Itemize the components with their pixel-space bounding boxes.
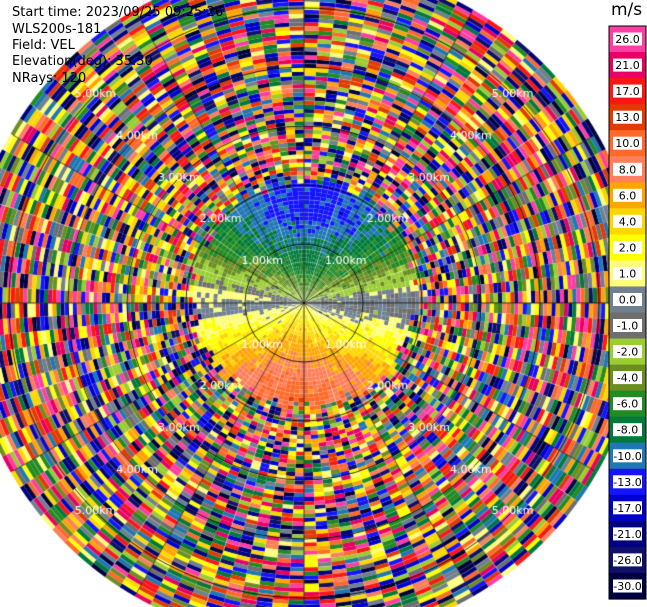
colorbar-tick-bg bbox=[613, 345, 642, 359]
colorbar-tick-label: 1.0 bbox=[619, 267, 637, 280]
colorbar-tick-bg bbox=[613, 371, 642, 385]
colorbar-tick-label: 17.0 bbox=[615, 85, 640, 98]
colorbar-tick-label: 13.0 bbox=[615, 111, 640, 124]
colorbar-tick-bg bbox=[613, 32, 642, 46]
colorbar-tick-bg bbox=[613, 110, 642, 124]
colorbar-tick-bg bbox=[613, 553, 642, 567]
colorbar-frame bbox=[608, 25, 647, 600]
colorbar-tick-label: 26.0 bbox=[615, 33, 640, 46]
colorbar-tick-label: 4.0 bbox=[619, 215, 637, 228]
start-time-label: Start time: 2023/09/25 09:25:26 bbox=[12, 5, 224, 20]
colorbar-tick-label: -1.0 bbox=[617, 320, 638, 333]
colorbar-tick-label: -30.0 bbox=[613, 580, 641, 593]
colorbar-tick-label: 2.0 bbox=[619, 241, 637, 254]
colorbar-tick-bg bbox=[613, 240, 642, 254]
colorbar-tick-label: 8.0 bbox=[619, 163, 637, 176]
colorbar-tick-label: -4.0 bbox=[617, 372, 638, 385]
colorbar-tick-label: -26.0 bbox=[613, 554, 641, 567]
colorbar-tick-label: 10.0 bbox=[615, 137, 640, 150]
colorbar-unit: m/s bbox=[611, 0, 643, 20]
nrays-label: NRays: 120 bbox=[12, 71, 87, 86]
colorbar-tick-label: 6.0 bbox=[619, 189, 637, 202]
colorbar-tick-label: 21.0 bbox=[615, 59, 640, 72]
instrument-label: WLS200s-181 bbox=[12, 22, 102, 37]
colorbar-tick-bg bbox=[613, 527, 642, 541]
colorbar-tick-label: -13.0 bbox=[613, 476, 641, 489]
elevation-label: Elevation(deg): 35.30 bbox=[12, 54, 153, 69]
colorbar-tick-bg bbox=[613, 397, 642, 411]
colorbar-tick-bg bbox=[613, 319, 642, 332]
colorbar-tick-bg bbox=[613, 423, 642, 437]
colorbar-tick-label: -2.0 bbox=[617, 346, 638, 359]
colorbar-tick-label: -6.0 bbox=[617, 398, 638, 411]
colorbar-tick-bg bbox=[613, 136, 642, 150]
colorbar-tick-label: 0.0 bbox=[619, 294, 637, 307]
colorbar-tick-label: -8.0 bbox=[617, 424, 638, 437]
colorbar-tick-bg bbox=[613, 449, 642, 463]
colorbar-tick-bg bbox=[613, 188, 642, 202]
colorbar-tick-label: -10.0 bbox=[613, 450, 641, 463]
colorbar-tick-bg bbox=[613, 579, 642, 593]
colorbar-tick-label: -21.0 bbox=[613, 528, 641, 541]
colorbar-tick-bg bbox=[613, 214, 642, 228]
colorbar-tick-bg bbox=[613, 266, 642, 280]
colorbar-tick-bg bbox=[613, 475, 642, 489]
colorbar-tick-bg bbox=[613, 58, 642, 72]
colorbar-tick-bg bbox=[613, 162, 642, 176]
colorbar-tick-bg bbox=[613, 501, 642, 515]
colorbar-tick-bg bbox=[613, 293, 642, 306]
field-label: Field: VEL bbox=[12, 38, 75, 53]
colorbar-tick-bg bbox=[613, 84, 642, 98]
colorbar-tick-label: -17.0 bbox=[613, 502, 641, 515]
